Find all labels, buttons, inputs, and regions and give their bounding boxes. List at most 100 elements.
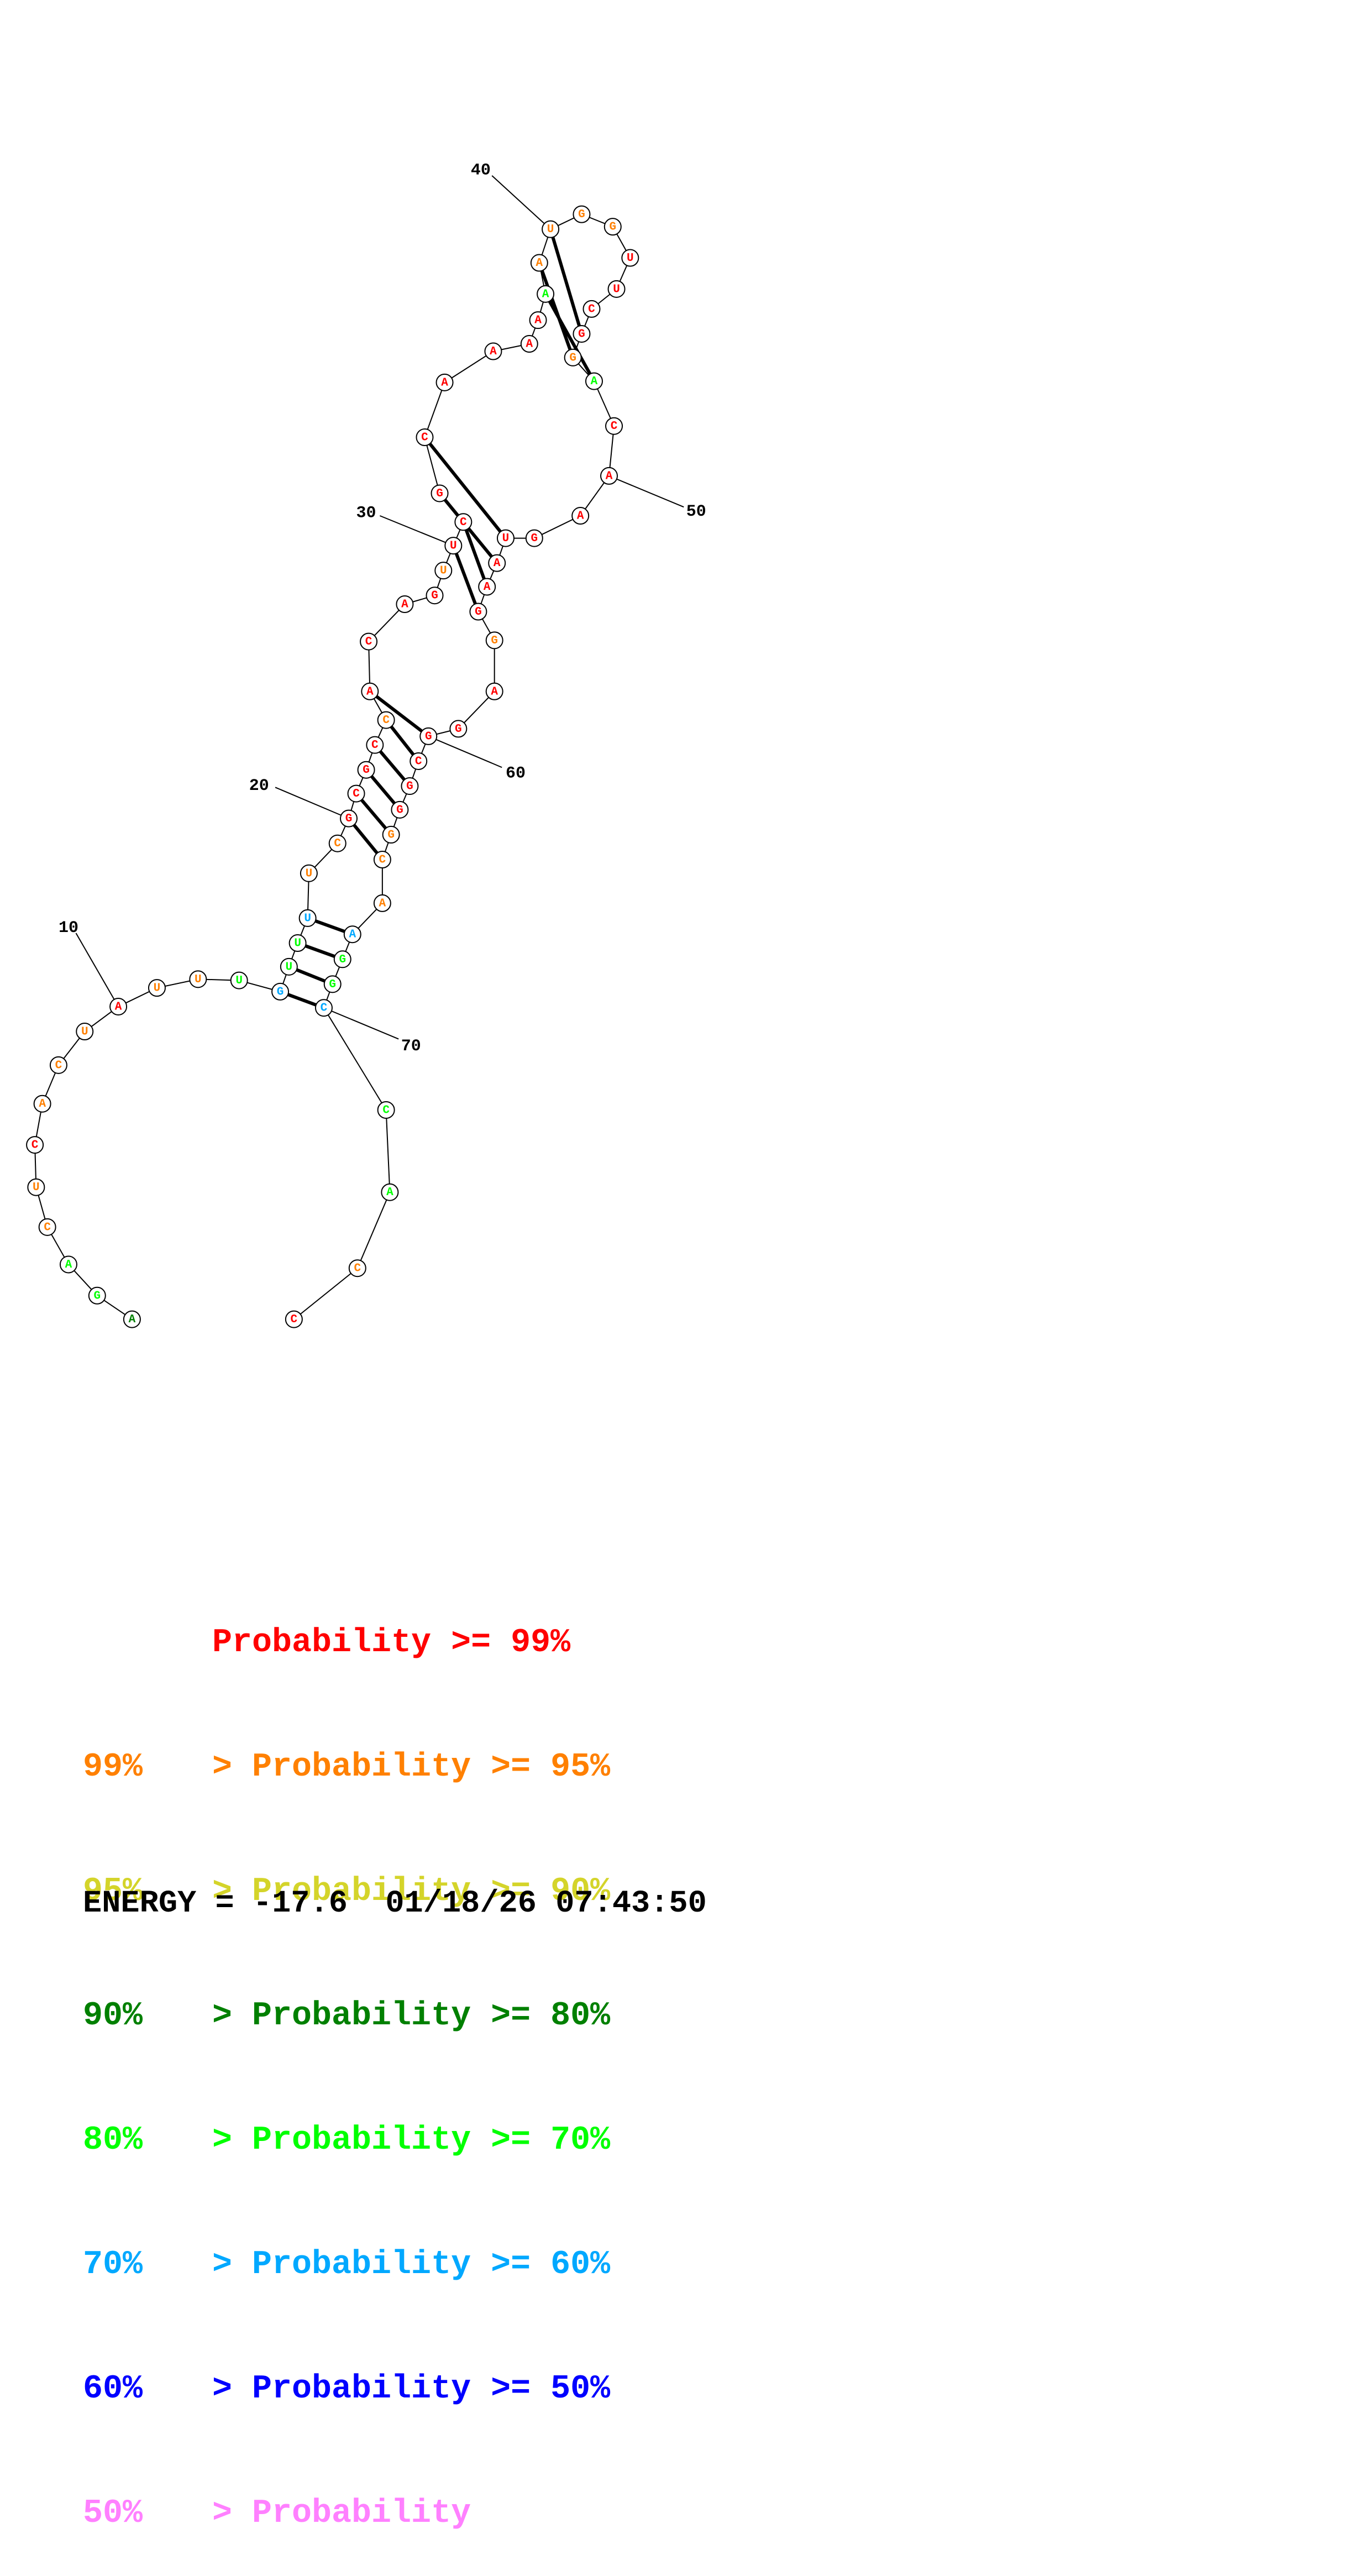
nucleotide-circle: [373, 894, 391, 912]
backbone-segment: [385, 1109, 391, 1192]
base-pair-bond: [549, 228, 584, 334]
base-pair-bond: [374, 744, 411, 787]
backbone: [34, 213, 631, 1320]
legend-lower-bound: 80%: [83, 2122, 143, 2159]
nucleotide-letter: G: [406, 781, 413, 793]
nucleotide: G: [573, 205, 591, 223]
nucleotide: C: [348, 1259, 366, 1277]
nucleotide-circle: [529, 311, 547, 329]
nucleotide: A: [343, 925, 361, 944]
nucleotide-circle: [391, 800, 409, 819]
nucleotide-letter: G: [329, 978, 336, 991]
nucleotide-letter: A: [606, 470, 613, 483]
nucleotide-letter: G: [455, 723, 462, 736]
nucleotide-letter: G: [363, 764, 370, 777]
nucleotide-letter: C: [55, 1059, 62, 1072]
nucleotide-letter: C: [382, 714, 390, 727]
nucleotide-letter: A: [366, 685, 374, 698]
nucleotide-letter: C: [354, 1263, 361, 1275]
nucleotide-circle: [484, 342, 502, 360]
nucleotide: G: [564, 348, 582, 366]
nucleotide-letter: U: [547, 223, 554, 236]
base-pair-bond: [347, 817, 384, 861]
nucleotide-circle: [530, 254, 548, 272]
nucleotide-circle: [348, 1259, 366, 1277]
timestamp-time: 07:43:50: [555, 1886, 707, 1921]
nucleotide: A: [600, 467, 618, 485]
nucleotide: U: [607, 280, 626, 298]
nucleotide-letter: C: [379, 854, 386, 867]
nucleotide: A: [484, 342, 502, 360]
position-label: 70: [401, 1037, 421, 1056]
nucleotide-circle: [328, 834, 347, 852]
nucleotide: C: [26, 1136, 44, 1154]
nucleotide: G: [573, 324, 591, 343]
nucleotide: C: [410, 752, 428, 770]
nucleotide-circle: [333, 950, 351, 968]
nucleotide: A: [478, 578, 496, 596]
nucleotide: G: [485, 631, 503, 650]
nucleotide-letter: G: [396, 804, 403, 816]
nucleotide: A: [396, 595, 414, 614]
nucleotide-letter: A: [526, 338, 533, 351]
nucleotide-circle: [435, 373, 454, 391]
nucleotide-circle: [426, 587, 444, 605]
nucleotide-circle: [377, 711, 395, 729]
nucleotide-letter: A: [577, 510, 584, 523]
nucleotide-circle: [360, 632, 378, 651]
nucleotide-letter: G: [475, 606, 482, 619]
nucleotide-letter: A: [441, 376, 448, 389]
nucleotide-circle: [298, 909, 317, 927]
nucleotide-letter: A: [542, 288, 549, 301]
legend-text: > Probability >= 70%: [212, 2122, 611, 2159]
nucleotide-letter: U: [304, 912, 311, 925]
base-pair-bond: [452, 545, 480, 612]
nucleotide-letter: U: [154, 982, 161, 995]
nucleotide-letter: G: [491, 635, 498, 647]
legend-row: 50% > Probability: [83, 2493, 610, 2535]
nucleotide-circle: [33, 1095, 51, 1113]
nucleotide: A: [537, 285, 555, 303]
nucleotide: A: [33, 1095, 51, 1113]
nucleotide: U: [230, 971, 248, 989]
nucleotide-circle: [88, 1286, 106, 1305]
nucleotide-letter: A: [536, 257, 543, 270]
nucleotide: C: [285, 1310, 303, 1328]
nucleotide-circle: [582, 300, 601, 318]
position-tick: [323, 1007, 399, 1040]
nucleotide-letter: G: [578, 208, 585, 221]
nucleotide: C: [347, 784, 365, 803]
nucleotide-letter: A: [490, 345, 497, 358]
nucleotide: A: [373, 894, 391, 912]
nucleotide: A: [571, 507, 590, 525]
nucleotide-circle: [377, 1101, 395, 1119]
nucleotide-letter: C: [365, 636, 372, 648]
base-pairs: [280, 228, 596, 1010]
nucleotide-letter: A: [491, 685, 498, 698]
nucleotide-letter: C: [291, 1313, 298, 1326]
legend-lower-bound: 50%: [83, 2495, 143, 2532]
backbone-segment: [323, 1007, 387, 1111]
nucleotide-circle: [525, 529, 543, 547]
backbone-segment: [444, 350, 494, 383]
nucleotide-letter: G: [339, 954, 346, 966]
nucleotide-letter: C: [588, 303, 595, 316]
nucleotide-letter: U: [306, 867, 313, 880]
nucleotide: C: [373, 851, 391, 869]
legend-text: > Probability: [212, 2495, 471, 2532]
base-pair-bond: [544, 293, 596, 383]
nucleotide: A: [361, 682, 379, 700]
nucleotide-letter: A: [379, 897, 386, 910]
nucleotide-circle: [38, 1218, 56, 1236]
nucleotide-circle: [571, 507, 590, 525]
base-pair-bond: [355, 792, 392, 836]
nucleotide-circle: [573, 205, 591, 223]
nucleotide-circle: [148, 979, 166, 997]
position-label: 30: [356, 504, 376, 522]
nucleotide-letter: G: [609, 221, 616, 234]
nucleotide: U: [621, 249, 639, 267]
nucleotide: G: [323, 975, 342, 993]
nucleotide: C: [377, 711, 395, 729]
nucleotide-circle: [343, 925, 361, 944]
nucleotide-circle: [401, 777, 419, 795]
